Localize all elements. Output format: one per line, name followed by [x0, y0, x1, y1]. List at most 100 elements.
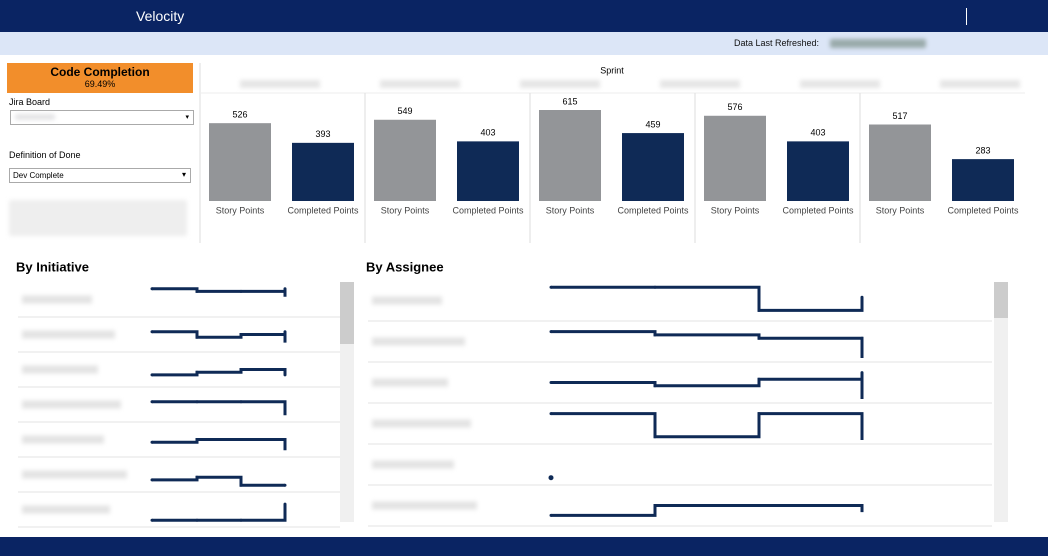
sparkline-point	[283, 287, 287, 291]
sparkline-point	[239, 518, 243, 522]
sparkline-point	[757, 412, 761, 416]
blurred-label	[372, 296, 442, 305]
value-label: 393	[315, 129, 330, 139]
value-label: 459	[645, 119, 660, 129]
sparkline-point	[549, 285, 553, 289]
sparkline-point	[860, 507, 864, 511]
blurred-label	[372, 501, 477, 510]
bar	[374, 119, 436, 201]
sparkline-point	[548, 475, 554, 481]
blurred-label	[940, 80, 1020, 88]
sparkline-point	[195, 335, 199, 339]
blurred-label	[660, 80, 740, 88]
bar	[704, 115, 766, 201]
blurred-label	[22, 330, 115, 339]
dropdown[interactable]: Dev Complete ▾	[9, 168, 191, 183]
kpi-value: 69.49%	[84, 79, 116, 89]
sparkline-point	[653, 384, 657, 388]
scrollbar[interactable]	[340, 282, 354, 522]
sparkline-point	[860, 371, 864, 375]
sparkline-point	[860, 422, 864, 425]
sparkline	[152, 400, 287, 416]
sparkline	[152, 504, 287, 522]
refresh-date	[830, 39, 926, 48]
sparkline-point	[150, 518, 154, 522]
sparkline	[551, 412, 864, 440]
sparkline	[152, 438, 287, 451]
value-label: 576	[727, 102, 742, 112]
blurred-label	[800, 80, 880, 88]
value-label: 526	[232, 110, 247, 120]
sparkline-point	[549, 381, 553, 384]
category-label: Story Points	[546, 205, 595, 215]
category-label: Story Points	[711, 205, 760, 215]
filter-label: Jira Board	[9, 97, 51, 107]
blurred-label	[22, 400, 121, 409]
blurred-label	[520, 80, 600, 88]
sparkline-point	[150, 330, 154, 334]
header: Velocity	[0, 0, 1048, 32]
sparkline-point	[150, 400, 154, 404]
category-label: Story Points	[381, 205, 430, 215]
category-label: Completed Points	[947, 205, 1019, 215]
filter-label: Definition of Done	[9, 150, 81, 160]
category-label: Story Points	[876, 205, 925, 215]
sparkline-point	[239, 438, 243, 441]
category-label: Completed Points	[452, 205, 524, 215]
kpi-title: Code Completion	[50, 65, 150, 79]
value-label: 403	[480, 128, 495, 138]
blurred-label	[372, 378, 448, 387]
bar	[539, 110, 601, 201]
sparkline-point	[757, 504, 761, 507]
sparkline-point	[195, 400, 199, 404]
sparkline-point	[283, 440, 287, 444]
sparkline-point	[239, 400, 243, 404]
sparkline-point	[195, 438, 199, 441]
scrollbar[interactable]	[994, 282, 1008, 522]
sparkline-point	[239, 483, 243, 487]
sparkline	[152, 475, 285, 487]
category-label: Completed Points	[287, 205, 359, 215]
sparkline	[551, 372, 864, 399]
sparkline-point	[195, 289, 199, 293]
bar	[209, 123, 271, 201]
bar	[787, 141, 849, 201]
sparkline-point	[653, 333, 657, 337]
blurred-label	[22, 435, 104, 444]
sparkline-point	[860, 295, 864, 299]
sparkline-point	[757, 336, 761, 340]
section-title: By Assignee	[366, 259, 444, 274]
value-label: 615	[562, 96, 577, 106]
bar	[622, 133, 684, 201]
category-label: Story Points	[216, 205, 265, 215]
dropdown[interactable]: ▾	[10, 110, 194, 125]
refresh-bar: Data Last Refreshed:	[0, 32, 1048, 55]
blurred-label	[372, 337, 465, 346]
sparkline-point	[549, 513, 553, 517]
value-label: 517	[892, 111, 907, 121]
bar	[292, 142, 354, 201]
divider	[966, 8, 967, 25]
bar	[457, 141, 519, 201]
kpi: Code Completion 69.49%	[7, 63, 193, 93]
blurred-label	[380, 80, 460, 88]
sparkline	[152, 330, 287, 343]
sparkline-point	[549, 330, 553, 334]
sparkline	[152, 368, 287, 377]
blurred-label	[22, 295, 92, 304]
sparkline	[152, 287, 287, 297]
sparkline-point	[239, 368, 243, 371]
sparkline-point	[150, 478, 154, 482]
sparkline-point	[283, 483, 287, 487]
sparkline-point	[860, 336, 864, 340]
section-title: By Initiative	[16, 259, 89, 274]
sparkline-point	[549, 412, 553, 416]
sparkline-point	[283, 330, 287, 334]
charts: Sprint 526 Story Points 393 Completed Points…	[16, 63, 1025, 528]
sparkline-point	[195, 475, 199, 479]
sparkline-point	[239, 289, 243, 293]
sparkline-point	[195, 518, 199, 522]
refresh-label: Data Last Refreshed:	[734, 38, 820, 48]
axis-title: Sprint	[600, 65, 624, 75]
